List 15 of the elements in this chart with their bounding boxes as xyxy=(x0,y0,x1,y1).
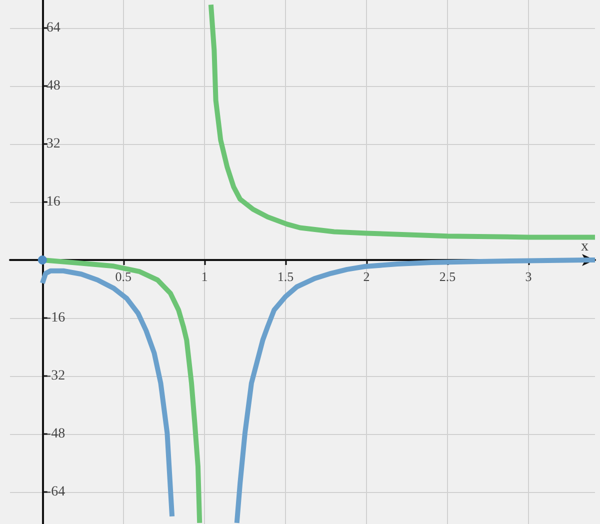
y-tick-label: 48 xyxy=(46,78,60,94)
y-tick-label: -32 xyxy=(46,368,66,384)
x-tick-label: 1.5 xyxy=(277,269,294,284)
y-tick-label: 16 xyxy=(46,194,60,210)
y-tick-label: 32 xyxy=(46,136,60,152)
x-tick-label: 2.5 xyxy=(439,269,456,284)
x-tick-label: 2 xyxy=(363,269,370,284)
y-tick-label: -48 xyxy=(46,426,66,442)
x-tick-label: 0.5 xyxy=(115,269,132,284)
x-tick-label: 3 xyxy=(525,269,532,284)
y-tick-label: -64 xyxy=(46,484,66,500)
y-tick-label: -16 xyxy=(46,310,66,326)
x-axis-title: x xyxy=(581,238,589,255)
x-tick-label: 1 xyxy=(201,269,208,284)
y-tick-label: 64 xyxy=(46,20,60,36)
